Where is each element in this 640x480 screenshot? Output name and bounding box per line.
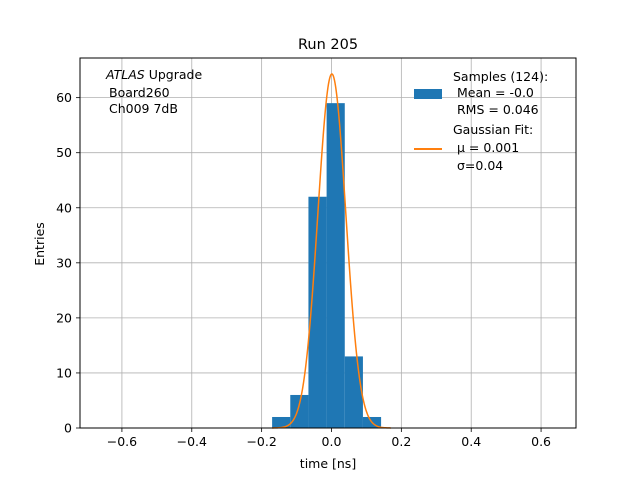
x-tick-label-5: 0.4	[461, 434, 481, 449]
x-tick-label-0: −0.6	[107, 434, 137, 449]
y-tick-label-2: 20	[56, 310, 72, 325]
chart-title: Run 205	[298, 37, 358, 53]
x-axis-label: time [ns]	[300, 456, 356, 471]
y-tick-label-1: 10	[56, 365, 72, 380]
y-tick-label-0: 0	[64, 421, 72, 436]
legend-fit-title: Gaussian Fit:	[453, 122, 533, 137]
y-axis-label: Entries	[32, 222, 47, 266]
legend-fit-mu: μ = 0.001	[457, 140, 519, 155]
y-tick-label-3: 30	[56, 255, 72, 270]
legend-samples-rms: RMS = 0.046	[457, 102, 539, 117]
y-tick-label-6: 60	[56, 90, 72, 105]
histogram-bar-0	[272, 416, 291, 428]
histogram-bar-2	[308, 196, 327, 428]
annotation-upgrade: Upgrade	[145, 67, 203, 82]
y-tick-label-5: 50	[56, 145, 72, 160]
y-tick-label-4: 40	[56, 200, 72, 215]
gaussian-fit-curve	[272, 73, 391, 429]
x-tick-label-4: 0.2	[391, 434, 411, 449]
plot-frame	[79, 57, 577, 429]
legend: Samples (124): Mean = -0.0 RMS = 0.046 G…	[414, 69, 548, 173]
x-tick-label-2: −0.2	[246, 434, 276, 449]
legend-samples-mean: Mean = -0.0	[457, 85, 534, 100]
legend-fit-sigma: σ=0.04	[457, 158, 503, 173]
axis-ticks: −0.6 −0.4 −0.2 0.0 0.2 0.4 0.6 0 10 20 30 40 50 60	[56, 90, 551, 449]
annotation-line-3: Ch009 7dB	[109, 101, 178, 116]
legend-samples-title: Samples (124):	[453, 69, 548, 84]
x-tick-label-3: 0.0	[322, 434, 342, 449]
legend-patch-samples	[414, 89, 442, 99]
x-tick-label-1: −0.4	[177, 434, 207, 449]
histogram-bar-4	[344, 356, 363, 428]
atlas-annotation: ATLAS Upgrade Board260 Ch009 7dB	[105, 67, 202, 116]
histogram-bar-3	[326, 103, 345, 429]
annotation-line-1: ATLAS Upgrade	[105, 67, 202, 82]
annotation-atlas: ATLAS	[105, 67, 145, 82]
annotation-line-2: Board260	[109, 85, 170, 100]
x-tick-label-6: 0.6	[531, 434, 551, 449]
histogram-bar-1	[290, 394, 309, 428]
